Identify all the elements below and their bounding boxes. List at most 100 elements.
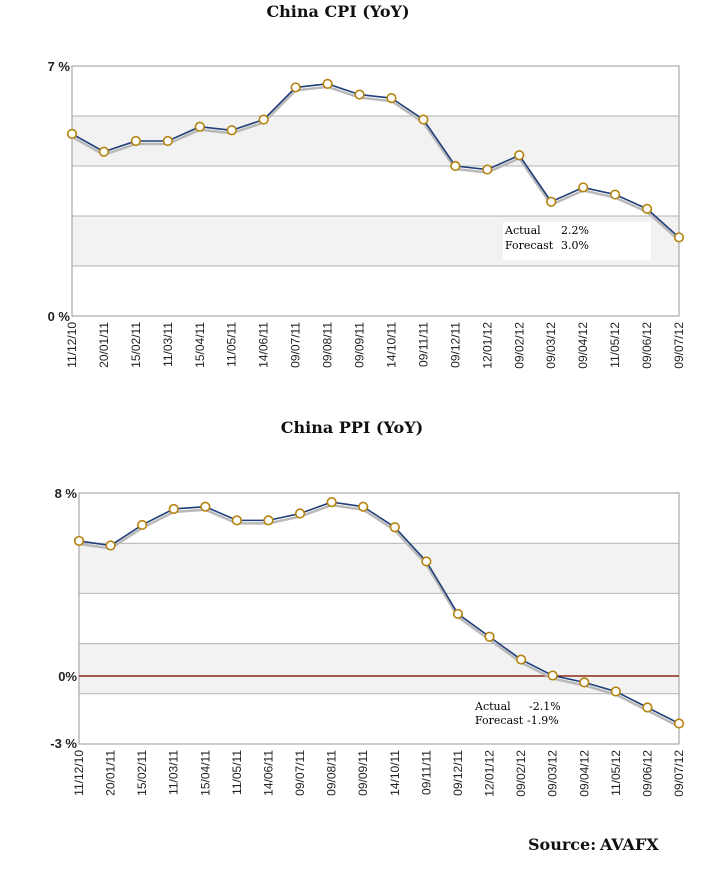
cpi-ytick-max: 7 % bbox=[48, 59, 71, 74]
cpi-xtick-label-7: 09/07/11 bbox=[289, 322, 303, 368]
cpi-point-16 bbox=[578, 182, 589, 193]
ppi-point-16 bbox=[579, 677, 590, 688]
ppi-point-7 bbox=[294, 508, 306, 519]
ppi-point-5 bbox=[231, 515, 242, 526]
ppi-point-9 bbox=[358, 501, 369, 512]
cpi-xtick-label-18: 09/06/12 bbox=[640, 322, 654, 369]
ppi-xtick-label-17: 11/05/12 bbox=[609, 750, 623, 796]
ppi-chart: China PPI (YoY) 8 % 0% -3 % 11/12/10 20/0… bbox=[50, 418, 686, 797]
cpi-xtick-label-4: 15/04/11 bbox=[193, 322, 207, 368]
cpi-xtick-label-9: 09/09/11 bbox=[353, 322, 367, 368]
cpi-point-13 bbox=[482, 164, 493, 175]
ppi-point-18 bbox=[642, 702, 653, 713]
ppi-xtick-label-15: 09/03/12 bbox=[546, 750, 560, 797]
ppi-xtick-label-18: 09/06/12 bbox=[640, 750, 654, 797]
cpi-xtick-label-19: 09/07/12 bbox=[672, 322, 686, 369]
cpi-series-shadow bbox=[71, 85, 680, 242]
cpi-point-0 bbox=[66, 128, 78, 139]
ppi-point-4 bbox=[200, 501, 211, 512]
cpi-xtick-label-16: 09/04/12 bbox=[576, 322, 590, 369]
ppi-point-15 bbox=[547, 670, 558, 681]
ppi-actual-value: -2.1% bbox=[529, 700, 561, 713]
cpi-chart: China CPI (YoY) 7 % 0 % 11/12/10 20/01/11… bbox=[48, 2, 686, 369]
ppi-point-19 bbox=[673, 718, 685, 729]
ppi-xtick-label-8: 09/08/11 bbox=[325, 750, 339, 796]
ppi-forecast-label: Forecast bbox=[475, 714, 524, 727]
cpi-point-18 bbox=[641, 203, 653, 214]
ppi-ytick-min: -3 % bbox=[50, 736, 77, 751]
cpi-ytick-min: 0 % bbox=[48, 309, 71, 324]
cpi-xtick-label-15: 09/03/12 bbox=[544, 322, 558, 369]
cpi-point-1 bbox=[98, 146, 110, 157]
cpi-point-14 bbox=[514, 150, 525, 161]
ppi-point-14 bbox=[516, 654, 527, 665]
ppi-xtick-label-1: 20/01/11 bbox=[104, 750, 118, 796]
cpi-point-4 bbox=[194, 121, 205, 132]
cpi-xtick-label-14: 09/02/12 bbox=[512, 322, 526, 369]
cpi-xtick-label-0: 11/12/10 bbox=[65, 322, 79, 368]
ppi-xtick-label-0: 11/12/10 bbox=[72, 750, 86, 796]
source-value: AVAFX bbox=[599, 835, 659, 854]
cpi-xtick-label-1: 20/01/11 bbox=[97, 322, 111, 368]
source-label: Source: bbox=[528, 835, 596, 854]
ppi-xtick-label-4: 15/04/11 bbox=[198, 750, 212, 796]
ppi-chart-title: China PPI (YoY) bbox=[281, 418, 423, 437]
cpi-plot-frame bbox=[71, 65, 680, 317]
ppi-xtick-label-5: 11/05/11 bbox=[230, 750, 244, 795]
cpi-point-9 bbox=[354, 89, 365, 100]
ppi-actual-label: Actual bbox=[474, 700, 511, 713]
ppi-point-0 bbox=[73, 535, 85, 547]
cpi-xtick-label-11: 09/11/11 bbox=[416, 322, 430, 367]
ppi-point-12 bbox=[452, 608, 464, 620]
ppi-ytick-zero: 0% bbox=[58, 669, 77, 684]
ppi-xtick-label-14: 09/02/12 bbox=[514, 750, 528, 797]
cpi-series-line bbox=[71, 83, 680, 239]
ppi-point-17 bbox=[610, 686, 621, 697]
cpi-point-7 bbox=[290, 82, 301, 93]
ppi-xtick-label-2: 15/02/11 bbox=[135, 750, 149, 796]
ppi-point-3 bbox=[168, 503, 179, 515]
cpi-point-2 bbox=[130, 135, 141, 147]
cpi-xtick-label-17: 11/05/12 bbox=[608, 322, 622, 368]
cpi-forecast-label: Forecast bbox=[505, 239, 554, 252]
ppi-xtick-label-9: 09/09/11 bbox=[356, 750, 370, 796]
cpi-point-6 bbox=[258, 114, 269, 125]
cpi-xtick-label-10: 14/10/11 bbox=[384, 322, 398, 368]
ppi-point-6 bbox=[263, 515, 274, 526]
cpi-point-19 bbox=[673, 232, 685, 243]
ppi-point-8 bbox=[326, 497, 337, 508]
ppi-xtick-label-19: 09/07/12 bbox=[672, 750, 686, 797]
cpi-forecast-value: 3.0% bbox=[561, 239, 589, 252]
ppi-xtick-label-11: 09/11/11 bbox=[419, 750, 433, 795]
ppi-point-13 bbox=[484, 631, 495, 642]
ppi-forecast-value: -1.9% bbox=[527, 714, 559, 727]
ppi-xtick-label-16: 09/04/12 bbox=[577, 750, 591, 797]
cpi-xtick-label-2: 15/02/11 bbox=[129, 322, 143, 368]
cpi-xtick-label-6: 14/06/11 bbox=[257, 322, 271, 368]
ppi-xtick-label-6: 14/06/11 bbox=[261, 750, 275, 796]
cpi-point-8 bbox=[322, 78, 333, 89]
cpi-xtick-label-8: 09/08/11 bbox=[321, 322, 335, 368]
ppi-band bbox=[79, 543, 679, 594]
ppi-point-10 bbox=[389, 522, 400, 533]
cpi-point-15 bbox=[546, 196, 557, 207]
cpi-point-11 bbox=[418, 114, 429, 125]
ppi-xtick-label-13: 12/01/12 bbox=[483, 750, 497, 797]
cpi-point-3 bbox=[162, 135, 173, 147]
cpi-point-17 bbox=[610, 189, 621, 200]
cpi-actual-label: Actual bbox=[504, 224, 541, 237]
cpi-xtick-label-12: 09/12/11 bbox=[448, 322, 462, 368]
ppi-plot-frame bbox=[78, 492, 680, 745]
ppi-xtick-label-10: 14/10/11 bbox=[388, 750, 402, 796]
cpi-chart-title: China CPI (YoY) bbox=[266, 2, 409, 21]
ppi-series-shadow bbox=[78, 503, 680, 728]
cpi-point-5 bbox=[226, 125, 237, 136]
cpi-point-12 bbox=[450, 160, 461, 172]
cpi-xtick-label-5: 11/05/11 bbox=[225, 322, 239, 367]
ppi-point-2 bbox=[137, 519, 148, 531]
ppi-series-line bbox=[78, 501, 680, 725]
ppi-point-1 bbox=[105, 540, 116, 551]
ppi-xtick-label-12: 09/12/11 bbox=[451, 750, 465, 796]
cpi-actual-value: 2.2% bbox=[561, 224, 589, 237]
